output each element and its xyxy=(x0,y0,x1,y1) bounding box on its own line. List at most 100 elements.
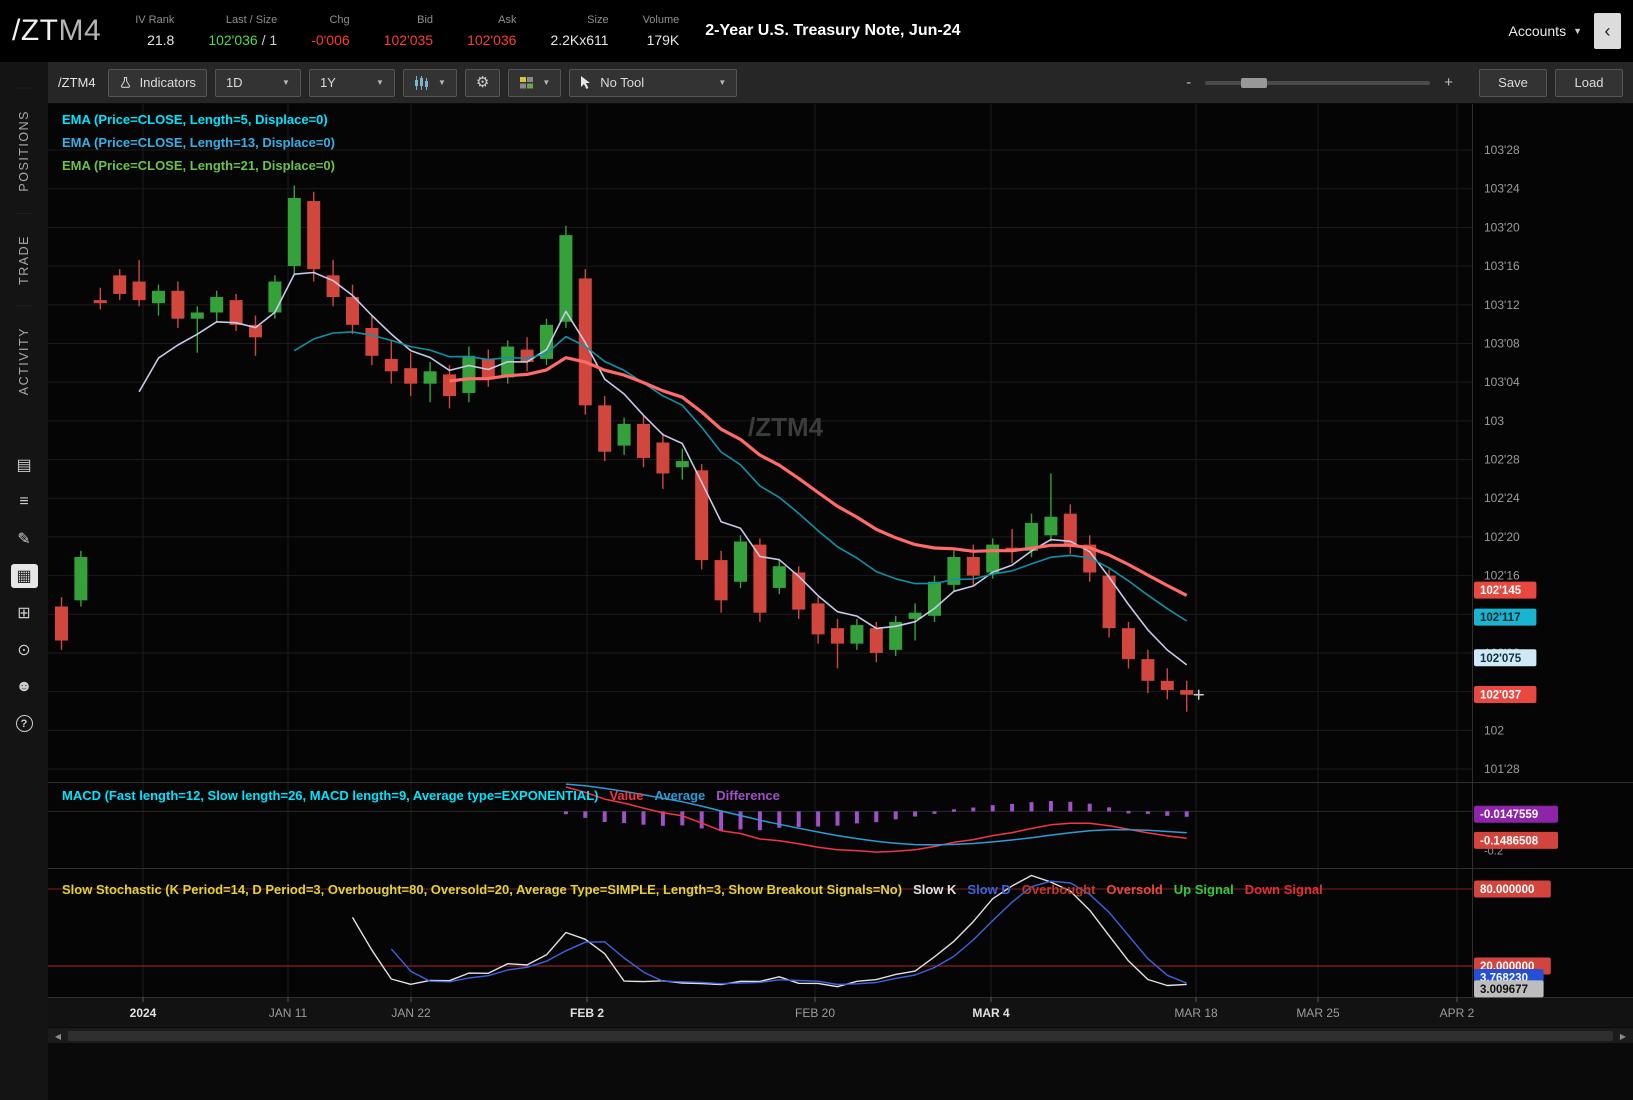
stochastic-legend-overbought: Overbought xyxy=(1021,882,1096,897)
zoom-slider-thumb[interactable] xyxy=(1241,77,1268,88)
svg-text:-0.1486508: -0.1486508 xyxy=(1480,835,1539,847)
load-label: Load xyxy=(1574,75,1604,90)
scroll-right-arrow-icon[interactable]: ▶ xyxy=(1619,1031,1627,1041)
notepad-icon[interactable]: ▤ xyxy=(11,453,38,477)
sidebar-tab-activity[interactable]: ACTIVITY xyxy=(17,305,31,417)
stat-value: 102'036 / 1 xyxy=(208,32,278,48)
stat-label: Bid xyxy=(417,14,434,26)
macd-title: MACD (Fast length=12, Slow length=26, MA… xyxy=(62,788,599,803)
chart-canvas[interactable]: 103'28 103'24 103'20 103'16 103'12 103'08 103'… xyxy=(48,104,1633,1027)
help-icon[interactable]: ? xyxy=(11,712,38,736)
svg-text:102'075: 102'075 xyxy=(1480,653,1522,665)
sidebar-tabs: POSITIONS TRADE ACTIVITY xyxy=(17,88,31,417)
macd-legend-value: Value xyxy=(609,788,644,803)
timeframe-dropdown[interactable]: 1D ▼ xyxy=(214,68,301,97)
timeframe-value: 1D xyxy=(225,75,243,90)
stat-value: 179K xyxy=(646,32,680,48)
chart-toolbar: /ZTM4 Indicators 1D ▼ 1Y ▼ xyxy=(48,62,1633,104)
svg-text:MAR 4: MAR 4 xyxy=(972,1006,1010,1020)
instrument-description: 2-Year U.S. Treasury Note, Jun-24 xyxy=(705,22,961,39)
sidebar-icons: ▤ ≡ ✎ ▦ ⊞ ⊙ ☻? xyxy=(10,453,38,736)
svg-text:102'16: 102'16 xyxy=(1484,569,1520,583)
chart-settings-button[interactable]: ⚙ xyxy=(464,68,501,97)
header-right: Accounts ▼ ‹ xyxy=(1508,13,1621,49)
indicators-button[interactable]: Indicators xyxy=(107,68,207,97)
chart-horizontal-scrollbar[interactable]: ◀ ▶ xyxy=(48,1027,1633,1043)
stochastic-legend-down-signal: Down Signal xyxy=(1244,882,1323,897)
candlestick-chart-icon xyxy=(414,75,428,90)
svg-text:103'08: 103'08 xyxy=(1484,336,1520,350)
quote-header: /ZTM4 IV Rank 21.8 Last / Size 102'036 / 1 C… xyxy=(0,0,1633,62)
svg-text:103'28: 103'28 xyxy=(1484,143,1520,157)
symbol-suffix: M4 xyxy=(58,14,102,47)
chart-icon[interactable]: ▦ xyxy=(10,563,38,588)
svg-text:102: 102 xyxy=(1484,723,1504,737)
stat-label: Volume xyxy=(642,14,680,26)
range-dropdown[interactable]: 1Y ▼ xyxy=(308,68,395,97)
quote-stat-volume: Volume 179K xyxy=(643,14,680,48)
svg-text:2024: 2024 xyxy=(130,1006,157,1020)
svg-text:FEB 2: FEB 2 xyxy=(570,1006,604,1020)
ema-21-study-label[interactable]: EMA (Price=CLOSE, Length=21, Displace=0) xyxy=(62,158,335,173)
svg-text:101'28: 101'28 xyxy=(1484,762,1520,776)
zoom-slider-track[interactable] xyxy=(1205,77,1431,88)
apps-grid-icon[interactable]: ⊞ xyxy=(11,601,38,625)
stochastic-legend-oversold: Oversold xyxy=(1106,882,1163,897)
svg-text:/ZTM4: /ZTM4 xyxy=(748,412,824,442)
stochastic-legend-slow-k: Slow K xyxy=(913,882,957,897)
quote-stat-bid: Bid 102'035 xyxy=(384,14,433,48)
load-button[interactable]: Load xyxy=(1555,68,1623,97)
ema-study-labels: EMA (Price=CLOSE, Length=5, Displace=0) E… xyxy=(62,112,335,173)
zoom-control: - + xyxy=(1184,74,1455,91)
stochastic-study-label[interactable]: Slow Stochastic (K Period=14, D Period=3… xyxy=(62,882,1334,897)
chevron-left-icon: ‹ xyxy=(1604,20,1611,41)
chart-area[interactable]: 103'28 103'24 103'20 103'16 103'12 103'08 103'… xyxy=(48,104,1633,1027)
macd-legend-average: Average xyxy=(654,788,706,803)
stat-value: 21.8 xyxy=(147,32,175,48)
history-clock-icon[interactable]: ⊙ xyxy=(11,638,38,662)
quote-stat-chg: Chg -0'006 xyxy=(311,14,349,48)
macd-legend-difference: Difference xyxy=(716,788,780,803)
chart-panel: /ZTM4 Indicators 1D ▼ 1Y ▼ xyxy=(48,62,1633,1100)
stat-value: -0'006 xyxy=(311,32,350,48)
stat-label: Chg xyxy=(329,14,350,26)
chevron-down-icon: ▼ xyxy=(1573,26,1582,36)
svg-text:3.009677: 3.009677 xyxy=(1480,984,1528,996)
accounts-label: Accounts xyxy=(1508,23,1567,39)
stat-value-suffix: / 1 xyxy=(257,32,278,48)
scroll-left-arrow-icon[interactable]: ◀ xyxy=(54,1031,62,1041)
grid-layout-icon xyxy=(520,76,534,88)
ema-13-study-label[interactable]: EMA (Price=CLOSE, Length=13, Displace=0) xyxy=(62,135,335,150)
scrollbar-thumb[interactable] xyxy=(68,1031,1613,1041)
watchlist-icon[interactable]: ≡ xyxy=(11,490,38,514)
svg-text:80.000000: 80.000000 xyxy=(1480,884,1534,896)
save-button[interactable]: Save xyxy=(1479,68,1547,97)
sidebar-tab-trade[interactable]: TRADE xyxy=(17,212,31,306)
help-icon-glyph: ? xyxy=(15,715,33,733)
svg-text:103'20: 103'20 xyxy=(1484,220,1520,234)
macd-study-label[interactable]: MACD (Fast length=12, Slow length=26, MA… xyxy=(62,788,791,803)
svg-text:103'16: 103'16 xyxy=(1484,259,1520,273)
collapse-panel-button[interactable]: ‹ xyxy=(1594,13,1621,49)
stat-value: 2.2Kx611 xyxy=(550,32,609,48)
symbol-title: /ZTM4 xyxy=(12,14,101,48)
stochastic-title: Slow Stochastic (K Period=14, D Period=3… xyxy=(62,882,903,897)
accounts-dropdown[interactable]: Accounts ▼ xyxy=(1508,23,1582,39)
chart-layout-dropdown[interactable]: ▼ xyxy=(508,68,562,97)
svg-text:102'20: 102'20 xyxy=(1484,530,1520,544)
left-sidebar: POSITIONS TRADE ACTIVITY ▤ ≡ ✎ ▦ ⊞ ⊙ ☻? xyxy=(0,62,48,1100)
svg-text:102'117: 102'117 xyxy=(1480,612,1520,624)
ema-5-study-label[interactable]: EMA (Price=CLOSE, Length=5, Displace=0) xyxy=(62,112,328,127)
sidebar-tab-positions[interactable]: POSITIONS xyxy=(17,88,31,213)
bottom-filler xyxy=(48,1043,1633,1100)
zoom-in-button[interactable]: + xyxy=(1444,74,1453,91)
drawing-tool-dropdown[interactable]: No Tool ▼ xyxy=(569,68,738,97)
chart-type-dropdown[interactable]: ▼ xyxy=(402,68,457,97)
save-label: Save xyxy=(1498,75,1528,90)
gear-icon: ⚙ xyxy=(475,74,490,91)
tools-icon[interactable]: ✎ xyxy=(11,527,38,551)
zoom-out-button[interactable]: - xyxy=(1186,74,1192,91)
community-icon[interactable]: ☻ xyxy=(11,675,38,699)
quote-stat-ask: Ask 102'036 xyxy=(467,14,516,48)
quote-stat-last-size: Last / Size 102'036 / 1 xyxy=(208,14,277,48)
